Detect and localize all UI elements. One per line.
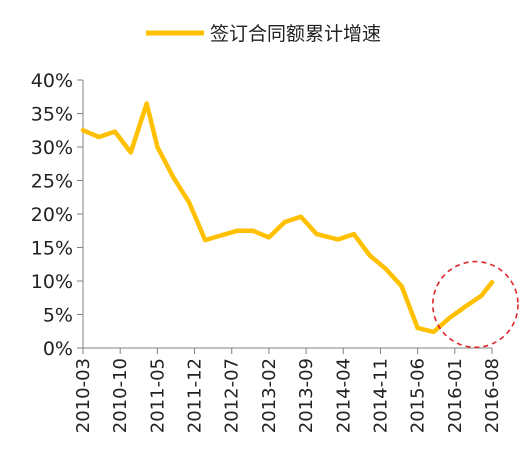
legend: 签订合同额累计增速 [146,23,381,45]
data-point [399,284,404,289]
annotation-layer [432,260,519,349]
data-point [128,150,133,155]
x-tick-label: 2015-06 [408,358,429,433]
y-tick-label: 35% [31,104,73,126]
highlight-ellipse [432,260,519,349]
data-point [266,235,271,240]
x-tick-label: 2014-11 [370,358,391,433]
x-tick-label: 2012-07 [222,358,243,433]
x-tick-label: 2014-04 [333,358,354,433]
data-point [112,129,117,134]
data-point [219,233,224,238]
data-point [203,238,208,243]
data-point [282,220,287,224]
data-point [81,128,85,133]
data-point [463,304,468,309]
data-point [96,135,101,139]
data-point [155,145,160,149]
data-point [171,175,176,180]
y-tick-label: 0% [43,338,73,360]
data-point [479,293,484,298]
data-point [314,232,319,237]
data-point [490,280,494,285]
data-point [431,329,436,334]
data-point [336,237,340,242]
y-tick-label: 40% [31,70,73,92]
data-point [415,325,420,330]
data-point [298,214,303,219]
y-tick-label: 5% [43,305,73,327]
y-tick-label: 25% [31,171,73,193]
x-tick-label: 2013-09 [296,358,317,433]
x-tick-label: 2010-10 [110,358,131,433]
x-tick-label: 2016-08 [482,358,503,433]
x-tick-label: 2011-12 [185,358,206,433]
data-point [144,101,149,106]
y-tick-label: 20% [31,204,73,226]
y-tick-label: 30% [31,137,73,159]
data-point [187,200,192,205]
data-point [235,228,239,233]
y-tick-label: 10% [31,271,73,293]
series-layer [80,101,495,335]
x-tick-label: 2013-02 [259,358,280,433]
x-tick-label: 2011-05 [147,358,168,433]
x-tick-label: 2010-03 [73,358,94,433]
x-axis: 2010-03 2010-10 2011-05 2011-12 2012-07 2013-… [73,347,503,433]
data-point [351,232,356,237]
x-tick-label: 2016-01 [445,358,466,433]
y-tick-label: 15% [31,238,73,260]
legend-label: 签订合同额累计增速 [210,23,381,45]
data-point [383,266,388,271]
y-axis: 0% 5% 10% 15% 20% 25% 30% 35% 40% [31,70,84,360]
data-point [447,315,452,320]
data-point [251,228,255,233]
data-point [367,253,372,258]
series-line [80,101,495,335]
